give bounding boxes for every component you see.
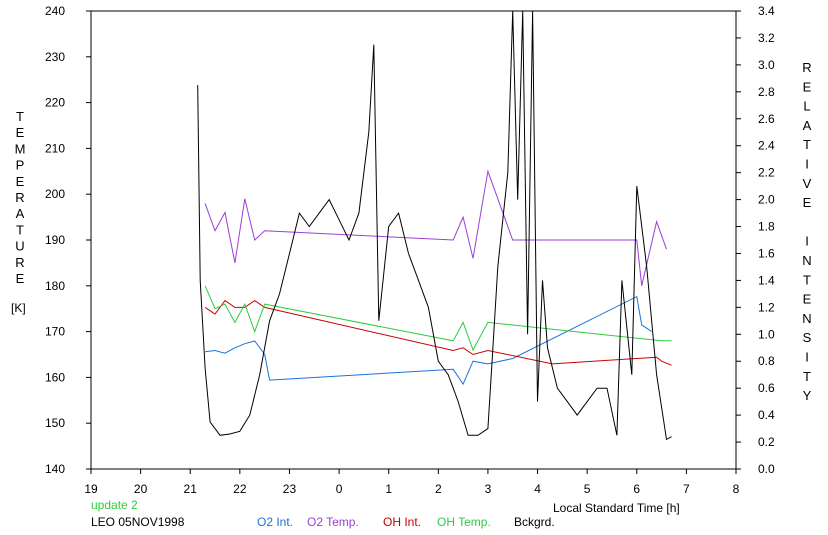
right-axis-label-letter: E: [803, 79, 812, 94]
right-axis-label-letter: I: [805, 350, 809, 365]
x-tick-label: 20: [134, 482, 148, 496]
right-axis-label-letter: S: [803, 330, 812, 345]
right-tick-label: 0.4: [758, 408, 775, 422]
left-tick-label: 190: [45, 233, 65, 247]
right-axis-label-letter: I: [805, 157, 809, 172]
series-line-o2-int: [205, 295, 652, 386]
x-tick-label: 8: [733, 482, 740, 496]
left-tick-label: 210: [45, 141, 65, 155]
series-line-oh-temp: [204, 285, 672, 352]
right-tick-label: 2.4: [758, 139, 775, 153]
x-tick-label: 2: [435, 482, 442, 496]
right-axis-label-letter: V: [803, 176, 812, 191]
right-axis-label-letter: R: [802, 60, 811, 75]
right-tick-label: 0.8: [758, 354, 775, 368]
right-axis-label-letter: E: [803, 292, 812, 307]
right-axis-label-letter: E: [803, 195, 812, 210]
left-axis-label-letter: T: [16, 222, 24, 237]
x-tick-label: 0: [336, 482, 343, 496]
right-tick-label: 3.2: [758, 31, 775, 45]
right-tick-label: 0.2: [758, 435, 775, 449]
legend-item: O2 Temp.: [307, 515, 359, 529]
legend-item: OH Int.: [383, 515, 421, 529]
x-tick-label: 23: [283, 482, 297, 496]
right-tick-label: 2.8: [758, 85, 775, 99]
left-tick-label: 170: [45, 325, 65, 339]
right-tick-label: 1.2: [758, 300, 775, 314]
left-tick-label: 180: [45, 279, 65, 293]
right-axis-label-letter: L: [803, 99, 810, 114]
update-label: update 2: [91, 498, 138, 512]
right-tick-label: 3.4: [758, 4, 775, 18]
left-axis-label-letter: A: [16, 206, 25, 221]
right-tick-label: 3.0: [758, 58, 775, 72]
left-axis-label-letter: R: [15, 255, 24, 270]
left-axis-label-letter: E: [16, 174, 25, 189]
left-tick-label: 220: [45, 96, 65, 110]
right-tick-label: 0.0: [758, 462, 775, 476]
left-axis-label-letter: E: [16, 271, 25, 286]
right-tick-label: 1.8: [758, 220, 775, 234]
right-axis-label-letter: A: [803, 118, 812, 133]
left-tick-label: 160: [45, 370, 65, 384]
left-axis-label-letter: U: [15, 239, 24, 254]
x-tick-label: 19: [84, 482, 98, 496]
legend-item: OH Temp.: [437, 515, 491, 529]
legend-item: Bckgrd.: [514, 515, 555, 529]
right-axis-label-letter: N: [802, 253, 811, 268]
x-tick-label: 4: [534, 482, 541, 496]
right-tick-label: 2.2: [758, 166, 775, 180]
x-tick-label: 5: [584, 482, 591, 496]
right-axis-label-letter: T: [803, 369, 811, 384]
x-tick-label: 1: [385, 482, 392, 496]
left-axis-unit: [K]: [11, 301, 26, 315]
series-layer: [197, 10, 672, 441]
left-axis-label-letter: T: [16, 109, 24, 124]
left-tick-label: 230: [45, 50, 65, 64]
right-tick-label: 0.6: [758, 381, 775, 395]
x-axis: 19 20 21 22 23 0 1 2 3 4 5 6 7 8: [84, 469, 740, 496]
x-tick-label: 3: [485, 482, 492, 496]
left-tick-label: 150: [45, 416, 65, 430]
right-axis-label-letter: I: [805, 234, 809, 249]
right-tick-label: 2.0: [758, 193, 775, 207]
x-tick-label: 22: [233, 482, 247, 496]
right-tick-label: 1.6: [758, 246, 775, 260]
right-axis-label-letter: N: [802, 311, 811, 326]
series-line-oh-int: [204, 299, 672, 366]
x-tick-label: 21: [184, 482, 198, 496]
series-line-bckgrd: [197, 10, 672, 441]
series-line-o2-temp: [204, 169, 667, 286]
left-tick-label: 140: [45, 462, 65, 476]
right-tick-label: 1.4: [758, 273, 775, 287]
left-axis: 140 150 160 170 180 190 200 210 220 230 240: [45, 4, 91, 476]
right-tick-label: 1.0: [758, 327, 775, 341]
left-tick-label: 200: [45, 187, 65, 201]
x-axis-label: Local Standard Time [h]: [553, 501, 680, 515]
left-axis-label-letter: P: [16, 158, 25, 173]
left-axis-label-letter: M: [15, 141, 26, 156]
right-axis: 0.0 0.2 0.4 0.6 0.8 1.0 1.2 1.4 1.6 1.8 2.0 2.2 2.4 2…: [736, 4, 775, 476]
right-tick-label: 2.6: [758, 112, 775, 126]
right-axis-label-letter: Y: [803, 388, 812, 403]
right-axis-label-letter: T: [803, 137, 811, 152]
plot-frame: [90, 10, 737, 470]
left-axis-label-letter: R: [15, 190, 24, 205]
left-axis-label-letter: E: [16, 125, 25, 140]
right-axis-label-letter: T: [803, 272, 811, 287]
station-date: LEO 05NOV1998: [91, 515, 185, 529]
legend-item: O2 Int.: [257, 515, 293, 529]
legend: O2 Int. O2 Temp. OH Int. OH Temp. Bckgrd.: [257, 515, 555, 529]
left-tick-label: 240: [45, 4, 65, 18]
x-tick-label: 6: [633, 482, 640, 496]
x-tick-label: 7: [683, 482, 690, 496]
